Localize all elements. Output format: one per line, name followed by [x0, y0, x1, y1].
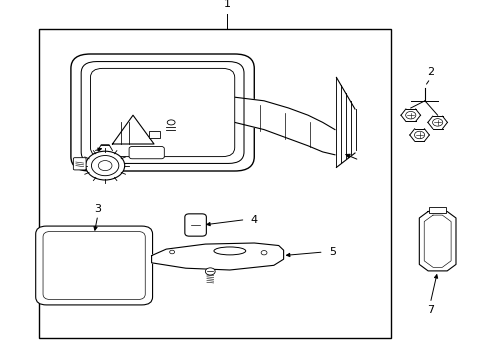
Bar: [428, 207, 446, 213]
Text: 7: 7: [426, 305, 433, 315]
FancyBboxPatch shape: [43, 231, 145, 300]
Circle shape: [261, 251, 266, 255]
Text: 6: 6: [84, 139, 91, 149]
FancyBboxPatch shape: [73, 158, 86, 170]
FancyBboxPatch shape: [129, 147, 164, 159]
Circle shape: [205, 268, 215, 275]
Text: 5: 5: [328, 247, 335, 257]
Circle shape: [432, 119, 442, 126]
Text: 4: 4: [250, 215, 257, 225]
FancyBboxPatch shape: [184, 214, 206, 236]
Text: 1: 1: [224, 0, 230, 9]
Circle shape: [98, 161, 112, 171]
Text: 3: 3: [94, 204, 101, 214]
Polygon shape: [151, 243, 283, 270]
Circle shape: [91, 156, 119, 176]
Circle shape: [405, 112, 415, 119]
Circle shape: [169, 250, 174, 254]
FancyBboxPatch shape: [36, 226, 152, 305]
FancyBboxPatch shape: [90, 68, 234, 157]
Circle shape: [414, 131, 424, 139]
Polygon shape: [112, 115, 154, 144]
Ellipse shape: [167, 120, 175, 125]
FancyBboxPatch shape: [81, 62, 244, 163]
Bar: [39, 29, 390, 338]
Circle shape: [85, 151, 124, 180]
FancyBboxPatch shape: [71, 54, 254, 171]
Bar: [149, 131, 160, 138]
Text: 2: 2: [426, 67, 433, 77]
Polygon shape: [234, 97, 334, 155]
Polygon shape: [419, 211, 455, 271]
Ellipse shape: [213, 247, 245, 255]
